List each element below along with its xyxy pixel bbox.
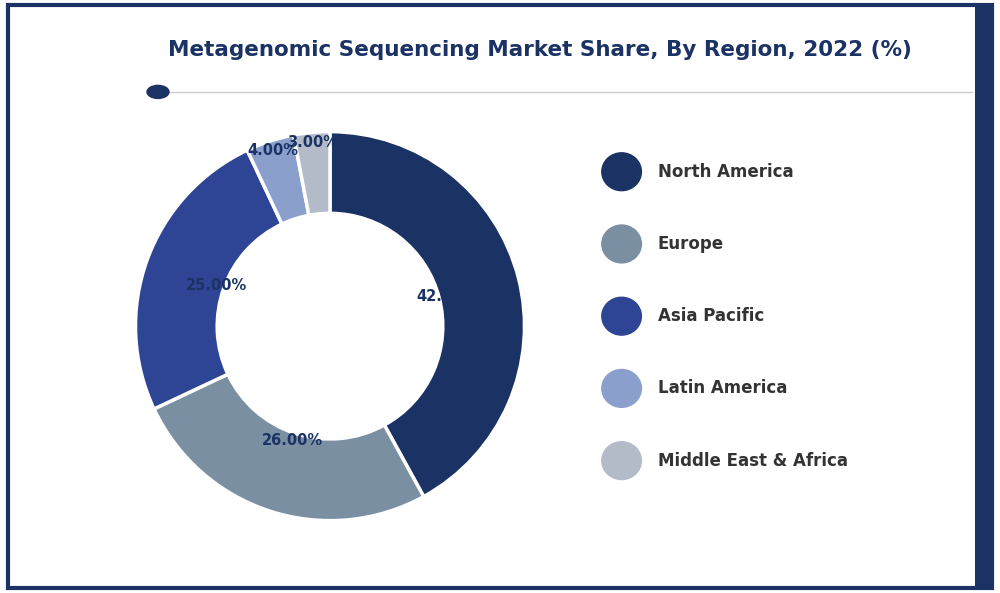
- Circle shape: [602, 297, 641, 335]
- Text: Middle East & Africa: Middle East & Africa: [658, 452, 848, 470]
- Wedge shape: [135, 150, 282, 409]
- Circle shape: [602, 442, 641, 480]
- Wedge shape: [154, 374, 424, 521]
- Text: 4.00%: 4.00%: [247, 143, 298, 158]
- Text: Europe: Europe: [658, 235, 724, 253]
- Circle shape: [602, 369, 641, 407]
- Circle shape: [602, 225, 641, 263]
- Wedge shape: [294, 132, 330, 215]
- Wedge shape: [247, 135, 309, 224]
- Circle shape: [602, 153, 641, 191]
- Text: Metagenomic Sequencing Market Share, By Region, 2022 (%): Metagenomic Sequencing Market Share, By …: [168, 40, 912, 60]
- Text: North America: North America: [658, 162, 793, 181]
- Text: 25.00%: 25.00%: [186, 278, 247, 293]
- Text: PRECEDENCE: PRECEDENCE: [35, 49, 111, 59]
- Text: 3.00%: 3.00%: [287, 135, 338, 149]
- Text: 42.00%: 42.00%: [416, 289, 477, 304]
- Text: Asia Pacific: Asia Pacific: [658, 307, 764, 325]
- Text: RESEARCH: RESEARCH: [42, 94, 104, 104]
- Wedge shape: [330, 132, 525, 496]
- Text: Latin America: Latin America: [658, 380, 787, 397]
- Text: 26.00%: 26.00%: [262, 433, 323, 448]
